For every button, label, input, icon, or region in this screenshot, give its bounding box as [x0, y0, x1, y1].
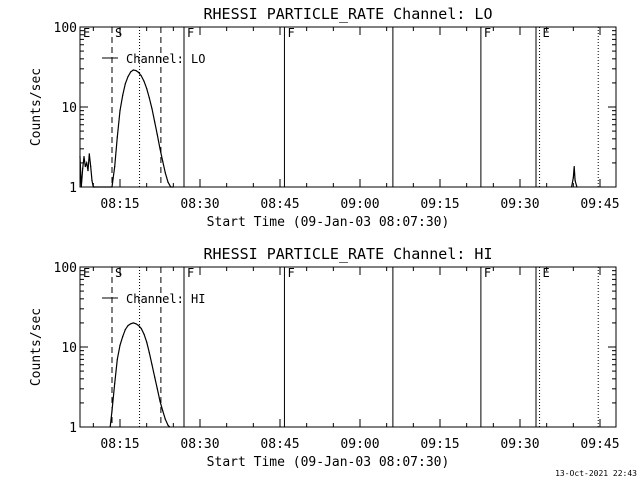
- chart0-x-tick-label: 08:45: [260, 197, 299, 212]
- chart1-series-0: [109, 322, 171, 428]
- print-timestamp: 13-Oct-2021 22:43: [555, 469, 637, 478]
- chart1-x-tick-label: 09:30: [500, 437, 539, 452]
- chart0-title: RHESSI PARTICLE_RATE Channel: LO: [204, 5, 493, 23]
- chart0-marker-label: F: [287, 26, 294, 40]
- chart0-legend-label: Channel: LO: [126, 52, 205, 66]
- chart0-series-line: [571, 166, 578, 188]
- chart0-x-tick-label: 09:00: [340, 197, 379, 212]
- chart0-x-tick-label: 09:45: [580, 197, 619, 212]
- chart0-x-tick-label: 08:30: [180, 197, 219, 212]
- chart0-y-tick-label: 10: [61, 101, 77, 116]
- chart1-x-tick-label: 09:00: [340, 437, 379, 452]
- chart1-marker-label: F: [484, 266, 491, 280]
- chart1-marker-label: E: [83, 266, 90, 280]
- chart0-marker-label: S: [115, 26, 122, 40]
- chart1-marker-label: F: [187, 266, 194, 280]
- chart1-x-axis-label: Start Time (09-Jan-03 08:07:30): [207, 455, 450, 470]
- chart0-x-tick-label: 09:15: [420, 197, 459, 212]
- chart1-legend-label: Channel: HI: [126, 292, 205, 306]
- chart1-x-tick-label: 08:30: [180, 437, 219, 452]
- chart0-marker-label: E: [83, 26, 90, 40]
- chart1-marker-label: F: [287, 266, 294, 280]
- chart0-series-0: [79, 69, 578, 188]
- chart0-marker-label: F: [484, 26, 491, 40]
- chart1-x-tick-label: 08:15: [100, 437, 139, 452]
- chart1-y-axis-label: Counts/sec: [29, 308, 44, 386]
- chart0-x-tick-label: 09:30: [500, 197, 539, 212]
- chart0-y-tick-label: 100: [54, 21, 77, 36]
- chart1-marker-label: E: [543, 266, 550, 280]
- chart0-marker-label: F: [187, 26, 194, 40]
- chart0-y-axis-label: Counts/sec: [29, 68, 44, 146]
- chart0-x-tick-label: 08:15: [100, 197, 139, 212]
- chart0-marker-label: E: [543, 26, 550, 40]
- chart1-y-tick-label: 10: [61, 341, 77, 356]
- chart1-series-line: [109, 322, 171, 428]
- chart-panel-lo: RHESSI PARTICLE_RATE Channel: LO Start Ti…: [29, 5, 620, 230]
- chart1-title: RHESSI PARTICLE_RATE Channel: HI: [204, 245, 493, 263]
- chart0-series-line: [79, 69, 174, 188]
- chart1-y-tick-label: 1: [69, 421, 77, 436]
- chart0-x-axis-label: Start Time (09-Jan-03 08:07:30): [207, 215, 450, 230]
- chart1-x-tick-label: 09:15: [420, 437, 459, 452]
- chart1-x-tick-label: 09:45: [580, 437, 619, 452]
- chart1-x-tick-label: 08:45: [260, 437, 299, 452]
- chart1-y-tick-label: 100: [54, 261, 77, 276]
- chart0-y-tick-label: 1: [69, 181, 77, 196]
- chart-panel-hi: RHESSI PARTICLE_RATE Channel: HI Start Ti…: [29, 245, 620, 470]
- chart1-marker-label: S: [115, 266, 122, 280]
